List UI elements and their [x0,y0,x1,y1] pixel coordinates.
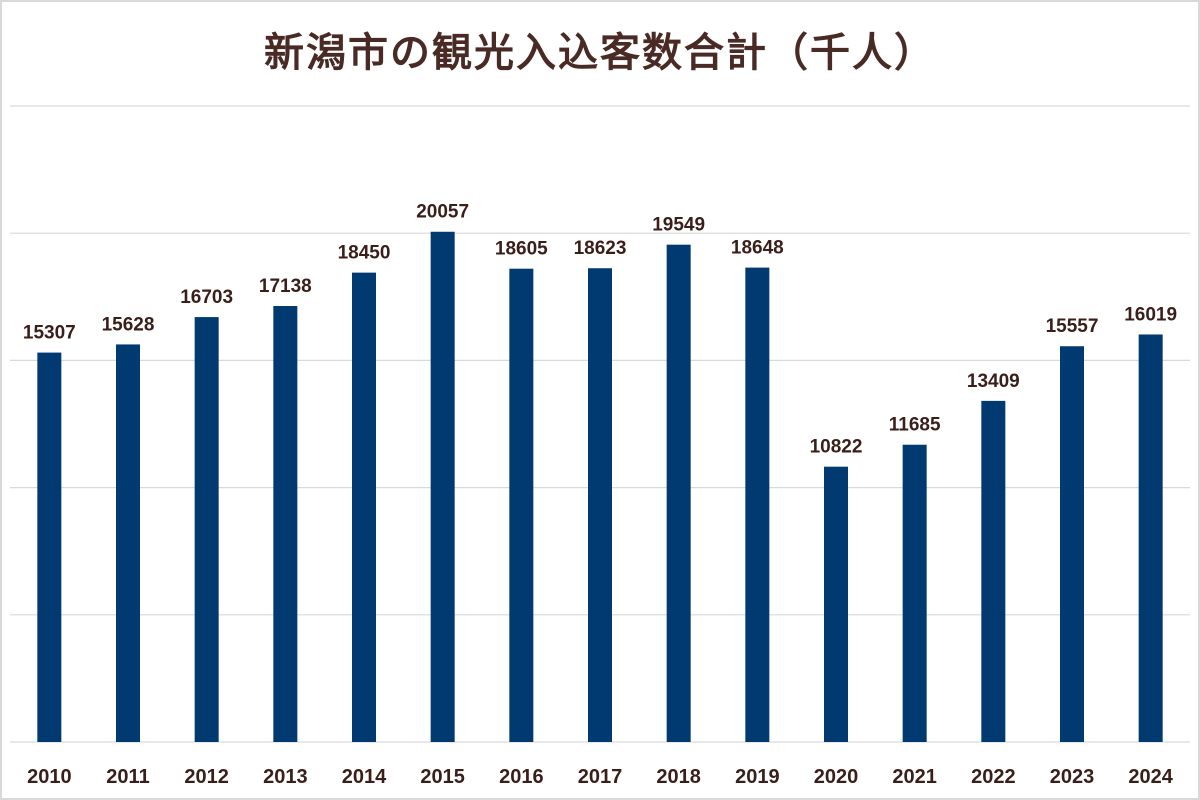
x-tick-label-2011: 2011 [106,766,149,788]
bar-2022 [981,400,1006,742]
data-label-2023: 15557 [1046,316,1099,337]
data-label-2020: 10822 [810,437,863,458]
bar-2024 [1138,334,1163,742]
x-tick-label-2013: 2013 [263,766,308,788]
data-label-2018: 19549 [652,215,705,236]
bar-2010 [37,352,62,742]
bars [37,231,1163,742]
bar-2018 [666,244,691,742]
data-label-2024: 16019 [1124,304,1177,325]
data-label-2016: 18605 [495,239,548,260]
data-label-2010: 15307 [23,323,76,344]
bar-2017 [588,268,612,742]
x-tick-label-2022: 2022 [971,766,1016,788]
bar-2019 [745,267,770,742]
chart-title: 新潟市の観光入込客数合計（千人） [264,30,936,76]
bar-2020 [824,466,848,742]
bar-2012 [194,317,219,742]
x-tick-label-2019: 2019 [735,766,780,788]
bar-2023 [1060,346,1084,742]
x-tick-label-2021: 2021 [892,766,937,788]
x-tick-label-2016: 2016 [499,766,544,788]
x-tick-label-2020: 2020 [814,766,859,788]
x-tick-label-2015: 2015 [420,766,465,788]
bar-2015 [430,231,455,742]
x-tick-label-2017: 2017 [578,766,623,788]
bar-2013 [273,306,298,742]
data-label-2017: 18623 [574,238,627,259]
bar-2014 [352,272,376,742]
x-tick-label-2018: 2018 [656,766,701,788]
data-label-2022: 13409 [967,371,1020,392]
bar-2021 [902,444,927,742]
data-label-2012: 16703 [180,287,233,308]
data-label-2011: 15628 [102,314,155,335]
x-tick-label-2014: 2014 [342,766,387,788]
x-tick-label-2023: 2023 [1050,766,1095,788]
x-tick-label-2010: 2010 [27,766,72,788]
x-tick-label-2012: 2012 [184,766,229,788]
bar-2011 [116,344,140,742]
bar-2016 [509,268,534,742]
data-label-2014: 18450 [338,243,391,264]
data-label-2019: 18648 [731,238,784,259]
x-tick-label-2024: 2024 [1128,766,1173,788]
data-label-2021: 11685 [889,415,941,436]
data-label-2013: 17138 [259,276,312,297]
data-label-2015: 20057 [416,202,469,223]
